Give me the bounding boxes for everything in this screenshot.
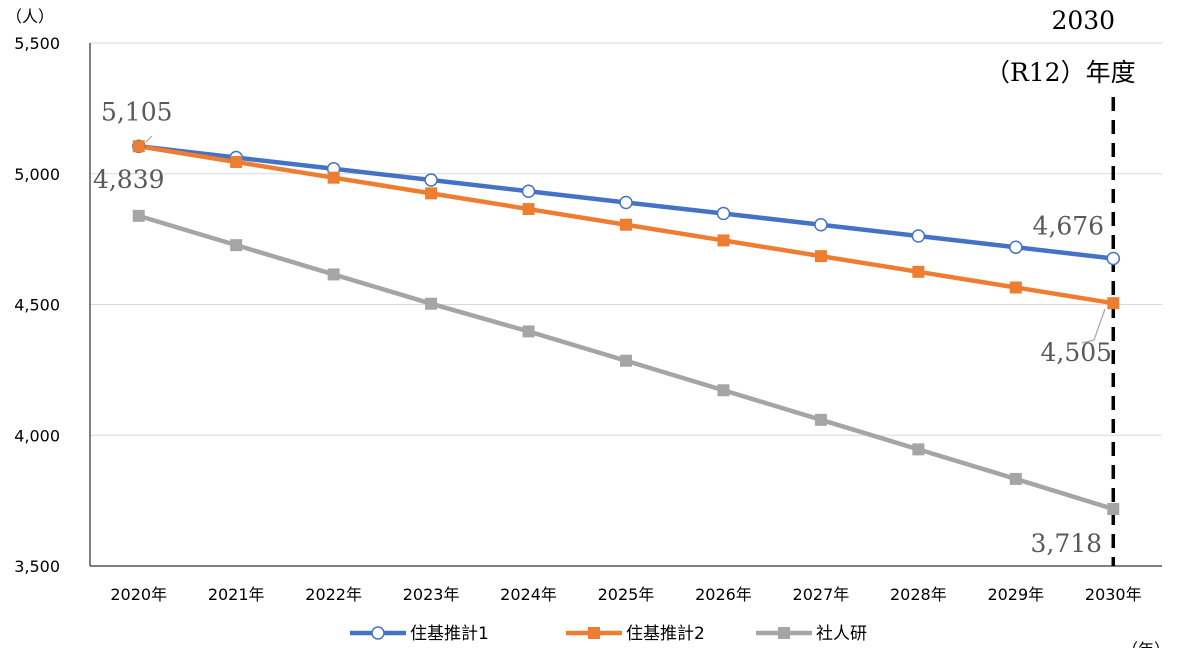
x-tick-label: 2021年 [208,585,265,604]
series-group [131,139,1121,515]
data-point [620,218,632,231]
data-point [424,173,438,187]
legend-marker [588,627,600,639]
y-tick-label: 3,500 [14,557,60,576]
y-axis-ticks: 3,500 4,000 4,500 5,000 5,500 [14,34,60,576]
data-point [814,250,827,263]
year-annotation: 2030 （R12）年度 [985,6,1136,566]
data-point [327,171,340,184]
data-point [1107,297,1120,310]
data-point [814,413,827,426]
data-point [620,354,632,367]
data-point [716,206,731,221]
data-point [1107,502,1120,515]
legend-marker [371,626,385,640]
x-unit-label: （年） [1122,640,1170,648]
data-point [912,265,925,278]
x-tick-label: 2028年 [890,585,947,604]
data-point [132,140,145,153]
x-tick-label: 2023年 [403,585,460,604]
data-point [230,239,243,252]
legend: 住基推計1 住基推計2 社人研 [350,624,867,644]
x-tick-label: 2027年 [793,585,850,604]
x-tick-label: 2026年 [695,585,752,604]
label-leader-line [145,135,153,143]
data-point [230,155,243,168]
data-point [522,325,535,338]
data-point [425,187,438,200]
legend-label: 住基推計2 [626,624,705,644]
data-point [327,268,340,281]
y-tick-label: 4,500 [14,296,60,315]
y-tick-label: 4,000 [14,426,60,445]
data-label: 5,105 [101,97,173,126]
data-point [425,297,438,310]
data-point [717,384,730,397]
x-tick-label: 2029年 [987,585,1044,604]
x-axis-ticks: 2020年 2021年 2022年 2023年 2024年 2025年 2026年 2027年… [110,585,1141,604]
data-point [1009,472,1022,485]
data-labels: 5,105 4,839 4,676 4,505 3,718 [93,97,1112,558]
y-tick-label: 5,000 [14,165,60,184]
x-tick-label: 2020年 [110,585,167,604]
data-point [522,203,535,216]
data-point [717,234,730,247]
data-point [619,195,633,210]
data-label: 4,676 [1032,211,1104,240]
label-leader-line [1081,308,1106,344]
x-tick-label: 2024年 [500,585,557,604]
data-label: 4,505 [1040,338,1112,367]
data-point [521,184,536,199]
annotation-fiscal-text: （R12）年度 [985,58,1136,87]
data-point [1009,281,1022,294]
gridlines [90,42,1162,436]
data-point [1106,251,1121,266]
y-tick-label: 5,500 [14,34,60,53]
legend-marker [778,627,790,639]
data-point [814,217,828,232]
data-point [1009,240,1023,254]
data-point [912,443,925,456]
legend-label: 社人研 [816,624,867,644]
data-label: 3,718 [1030,529,1102,558]
data-point [911,229,926,243]
annotation-year-text: 2030 [1051,6,1115,35]
data-label: 4,839 [93,165,165,194]
y-unit-label: （人） [6,7,54,26]
data-point [132,209,145,222]
x-tick-label: 2025年 [598,585,655,604]
x-tick-label: 2030年 [1085,585,1142,604]
x-tick-label: 2022年 [305,585,362,604]
legend-label: 住基推計1 [410,624,489,644]
